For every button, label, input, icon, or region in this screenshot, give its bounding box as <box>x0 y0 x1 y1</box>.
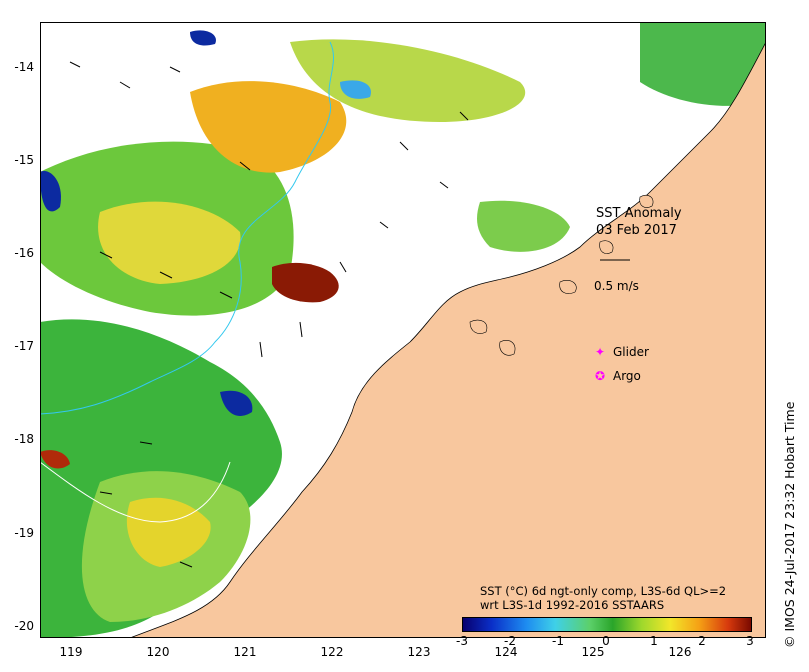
map-frame <box>40 22 766 638</box>
legend-label: Glider <box>613 345 649 359</box>
lon-tick: 126 <box>668 645 692 659</box>
anomaly-patch-cold-2 <box>40 171 61 212</box>
anomaly-patch-cold-3 <box>190 30 216 46</box>
bathymetry-contour <box>40 41 334 415</box>
credit-line: © IMOS 24-Jul-2017 23:32 Hobart Time <box>782 401 797 648</box>
vector-scale-label: 0.5 m/s <box>594 279 639 293</box>
anomaly-patch-cold-1 <box>220 390 253 416</box>
colorbar-tick: -3 <box>456 634 468 648</box>
lat-tick: -18 <box>14 432 34 446</box>
legend-item-argo: ✪ Argo <box>595 364 649 388</box>
sst-anomaly-map[interactable] <box>40 22 766 638</box>
current-vectors <box>69 61 630 568</box>
map-title: SST Anomaly <box>596 206 682 221</box>
colorbar-tick: 2 <box>698 634 706 648</box>
anomaly-patch-north-band <box>290 39 526 122</box>
map-date: 03 Feb 2017 <box>596 223 677 238</box>
lon-tick: 121 <box>233 645 257 659</box>
lon-tick: 125 <box>581 645 605 659</box>
lat-tick: -17 <box>14 339 34 353</box>
lat-tick: -19 <box>14 526 34 540</box>
glider-marker-icon: ✦ <box>595 345 606 359</box>
lat-tick: -16 <box>14 246 34 260</box>
anomaly-patch-hot <box>272 262 339 303</box>
lon-tick: 122 <box>320 645 344 659</box>
lat-tick: -20 <box>14 619 34 633</box>
sst-anomaly-field <box>40 22 766 638</box>
legend-label: Argo <box>613 369 641 383</box>
land-mass <box>129 41 766 638</box>
description-line-2: wrt L3S-1d 1992-2016 SSTAARS <box>480 598 665 612</box>
anomaly-patch-cyan-1 <box>340 80 371 99</box>
island <box>599 240 614 254</box>
product-description: SST (°C) 6d ngt-only comp, L3S-6d QL>=2 … <box>480 584 726 612</box>
colorbar-tick: 0 <box>602 634 610 648</box>
colorbar-tick: 3 <box>746 634 754 648</box>
marker-legend: ✦ Glider ✪ Argo <box>595 340 649 388</box>
lat-tick: -14 <box>14 60 34 74</box>
anomaly-patch-yellow-mid <box>98 201 241 284</box>
anomaly-patch-orange-north <box>190 81 347 173</box>
anomaly-patch-hot-west <box>40 450 70 469</box>
map-title-block: SST Anomaly 03 Feb 2017 <box>596 205 682 239</box>
colorbar-tick: -1 <box>552 634 564 648</box>
argo-marker-icon: ✪ <box>595 369 606 383</box>
lon-tick: 120 <box>146 645 170 659</box>
description-line-1: SST (°C) 6d ngt-only comp, L3S-6d QL>=2 <box>480 584 727 598</box>
coastline-islands <box>469 194 654 356</box>
white-contour <box>40 461 231 523</box>
island <box>499 340 516 356</box>
lon-tick: 124 <box>494 645 518 659</box>
colorbar-tick: -2 <box>504 634 516 648</box>
colorbar-tick: 1 <box>650 634 658 648</box>
anomaly-patch-east <box>477 200 570 252</box>
island <box>639 194 654 208</box>
anomaly-patch-northeast <box>640 22 766 106</box>
island <box>559 280 577 294</box>
lon-tick: 123 <box>407 645 431 659</box>
legend-item-glider: ✦ Glider <box>595 340 649 364</box>
island <box>469 319 488 334</box>
colorbar <box>462 617 752 632</box>
lat-tick: -15 <box>14 153 34 167</box>
lon-tick: 119 <box>59 645 83 659</box>
